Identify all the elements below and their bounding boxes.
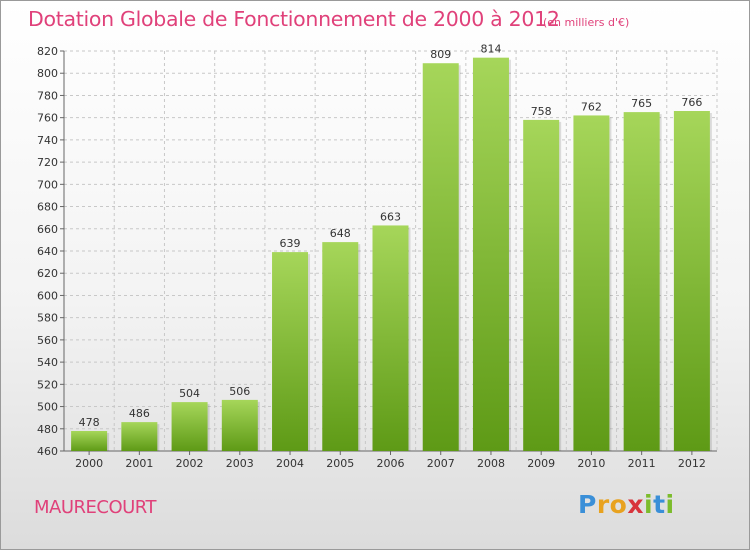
value-label: 478 xyxy=(79,416,100,429)
y-tick-label: 700 xyxy=(37,178,58,191)
x-tick-label: 2001 xyxy=(125,457,153,470)
commune-name: MAURECOURT xyxy=(34,497,157,518)
x-tick-label: 2009 xyxy=(527,457,555,470)
x-tick-label: 2007 xyxy=(427,457,455,470)
y-tick-label: 500 xyxy=(37,401,58,414)
bar xyxy=(422,63,459,451)
value-label: 639 xyxy=(280,237,301,250)
y-tick-label: 720 xyxy=(37,156,58,169)
bar xyxy=(673,111,710,451)
y-tick-label: 640 xyxy=(37,245,58,258)
value-label: 663 xyxy=(380,210,401,223)
value-label: 506 xyxy=(229,385,250,398)
y-tick-label: 540 xyxy=(37,356,58,369)
proxiti-logo: Proxiti xyxy=(578,490,675,519)
x-tick-label: 2003 xyxy=(226,457,254,470)
y-tick-label: 480 xyxy=(37,423,58,436)
bar xyxy=(71,431,108,451)
y-tick-label: 740 xyxy=(37,134,58,147)
y-tick-label: 520 xyxy=(37,378,58,391)
y-tick-label: 560 xyxy=(37,334,58,347)
bars xyxy=(71,57,712,452)
y-tick-label: 780 xyxy=(37,89,58,102)
y-tick-label: 680 xyxy=(37,201,58,214)
x-tick-label: 2008 xyxy=(477,457,505,470)
y-tick-label: 600 xyxy=(37,289,58,302)
bar xyxy=(523,119,560,451)
value-label: 758 xyxy=(531,105,552,118)
bar xyxy=(322,242,359,451)
value-label: 762 xyxy=(581,100,602,113)
value-label: 766 xyxy=(681,96,702,109)
bar xyxy=(472,57,509,452)
bar xyxy=(573,115,610,451)
unit-note: (en milliers d'€) xyxy=(543,16,630,29)
x-tick-label: 2005 xyxy=(326,457,354,470)
chart-title: Dotation Globale de Fonctionnement de 20… xyxy=(28,7,560,31)
bar xyxy=(221,399,258,451)
logo-letter: x xyxy=(627,490,644,519)
x-tick-label: 2010 xyxy=(577,457,605,470)
x-tick-label: 2002 xyxy=(176,457,204,470)
bar xyxy=(272,252,309,451)
x-tick-label: 2004 xyxy=(276,457,304,470)
bar xyxy=(171,402,208,451)
y-tick-label: 760 xyxy=(37,112,58,125)
x-tick-label: 2011 xyxy=(628,457,656,470)
value-label: 809 xyxy=(430,48,451,61)
value-label: 648 xyxy=(330,227,351,240)
labels: 460 480 500 520 540 560 580 600 620 640 660 680 700 7… xyxy=(37,43,706,470)
logo-letter: t xyxy=(653,490,666,519)
logo-letter: i xyxy=(644,490,654,519)
x-tick-label: 2012 xyxy=(678,457,706,470)
logo-letter: i xyxy=(665,490,675,519)
x-tick-label: 2000 xyxy=(75,457,103,470)
y-tick-label: 460 xyxy=(37,445,58,458)
logo-letter: r xyxy=(596,490,610,519)
logo-letter: o xyxy=(609,490,628,519)
y-tick-label: 660 xyxy=(37,223,58,236)
value-label: 765 xyxy=(631,97,652,110)
bar xyxy=(623,112,660,451)
bar xyxy=(121,422,158,451)
value-label: 486 xyxy=(129,407,150,420)
x-tick-label: 2006 xyxy=(377,457,405,470)
y-tick-label: 580 xyxy=(37,312,58,325)
y-tick-label: 620 xyxy=(37,267,58,280)
bar xyxy=(372,225,409,451)
value-label: 814 xyxy=(480,43,501,56)
y-tick-label: 820 xyxy=(37,45,58,58)
value-label: 504 xyxy=(179,387,200,400)
logo-letter: P xyxy=(578,490,597,519)
y-tick-label: 800 xyxy=(37,67,58,80)
